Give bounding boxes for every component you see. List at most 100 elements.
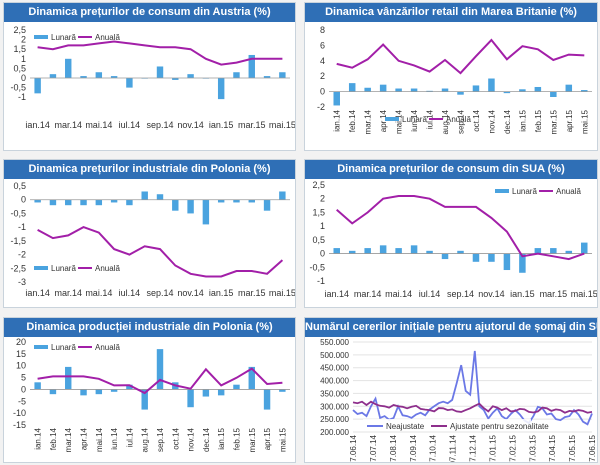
y-tick-label: 8 — [320, 25, 325, 35]
bar-monthly — [426, 250, 433, 254]
legend-label-annual: Anuală — [556, 187, 581, 196]
x-tick-label: mai.15 — [580, 109, 589, 134]
x-tick-label: aug.14 — [141, 427, 150, 452]
chart-usa-cpi: -1 -0,5 0 0,5 1 1,5 2 2,5 ian.14 mar.14 mai.14 iul.… — [309, 180, 597, 299]
y-tick-label: -1 — [18, 222, 26, 232]
bar-monthly — [95, 199, 103, 206]
x-tick-label: ian.15 — [209, 288, 234, 298]
bar-monthly — [80, 76, 87, 78]
x-tick-label: apr.15 — [263, 427, 272, 450]
bar-monthly — [472, 85, 480, 92]
bar-monthly — [217, 389, 225, 396]
x-tick-label: mar.15 — [248, 427, 257, 452]
bar-monthly — [187, 199, 194, 214]
bar-monthly — [34, 78, 41, 94]
y-tick-label: -2 — [18, 250, 26, 260]
y-tick-label: 300.000 — [320, 402, 349, 411]
y-tick-label: -2,5 — [10, 263, 26, 273]
y-tick-label: -15 — [13, 420, 26, 430]
x-tick-label: feb.14 — [348, 109, 357, 132]
bar-monthly — [441, 88, 449, 92]
bar-monthly — [233, 72, 240, 78]
legend-label-monthly: Lunară — [51, 33, 76, 42]
bar-monthly — [141, 191, 148, 200]
bar-monthly — [80, 389, 87, 396]
bar-monthly — [217, 199, 225, 203]
bar-monthly — [488, 253, 495, 262]
y-tick-label: 15 — [16, 349, 26, 359]
bar-monthly — [472, 253, 480, 262]
bar-monthly — [126, 384, 133, 390]
bar-monthly — [248, 199, 255, 203]
legend-label-monthly: Lunară — [51, 343, 76, 352]
y-tick-label: 1 — [21, 54, 26, 64]
x-tick-label: ian.15 — [217, 427, 226, 449]
y-tick-label: -1,5 — [10, 236, 26, 246]
x-tick-label: sep.14 — [156, 427, 165, 452]
bar-monthly — [410, 245, 418, 254]
bar-monthly — [217, 78, 225, 100]
legend-label-annual: Anuală — [95, 264, 120, 273]
bar-monthly — [395, 248, 402, 254]
x-tick-label: ian.14 — [324, 289, 349, 299]
bar-monthly — [457, 91, 464, 95]
legend-label-annual: Anuală — [95, 33, 120, 42]
y-tick-label: 1 — [320, 221, 325, 231]
bar-monthly — [379, 84, 387, 92]
line-annual — [37, 367, 283, 395]
bar-monthly — [263, 199, 271, 211]
y-tick-label: 0 — [320, 87, 325, 97]
y-tick-label: -2 — [317, 102, 325, 112]
bar-monthly — [202, 389, 210, 397]
bar-monthly — [279, 72, 286, 78]
legend-swatch-monthly — [495, 189, 509, 193]
chart-title-austria: Dinamica prețurilor de consum din Austri… — [4, 3, 295, 22]
x-tick-label: 07.11.14 — [449, 434, 458, 462]
legend-label-unadjusted: Neajustate — [386, 422, 425, 431]
x-tick-label: apr.15 — [565, 109, 574, 132]
x-tick-label: mar.15 — [549, 109, 558, 134]
bar-monthly — [49, 74, 57, 78]
x-tick-label: 07.07.14 — [369, 434, 378, 462]
bar-monthly — [233, 384, 240, 390]
x-tick-label: mai.14 — [95, 427, 104, 452]
bar-monthly — [34, 382, 41, 390]
x-tick-label: nov.14 — [478, 289, 504, 299]
bar-monthly — [364, 87, 371, 92]
chart-panel-austria: Dinamica prețurilor de consum din Austri… — [3, 2, 296, 151]
x-tick-label: iul.14 — [119, 120, 141, 130]
legend-label-monthly: Lunară — [402, 115, 427, 124]
x-tick-label: ian.15 — [209, 120, 234, 130]
bar-monthly — [65, 199, 72, 206]
y-tick-label: 450.000 — [320, 364, 349, 373]
x-tick-label: mai.14 — [395, 109, 404, 134]
chart-uk: -2 0 2 4 6 8 ian.14 feb.14 mar.14 apr.14 mai.14 iun… — [317, 25, 592, 134]
y-tick-label: -1 — [317, 276, 325, 286]
chart-title-poland-ppi: Dinamica prețurilor industriale din Polo… — [4, 160, 295, 179]
bar-monthly — [156, 194, 164, 200]
x-tick-label: ian.14 — [333, 109, 342, 131]
y-tick-label: -10 — [13, 408, 26, 418]
bar-monthly — [550, 248, 557, 254]
y-tick-label: -0,5 — [10, 208, 26, 218]
x-tick-label: mar.15 — [238, 288, 266, 298]
bar-monthly — [488, 78, 495, 92]
y-tick-label: -0,5 — [309, 262, 325, 272]
x-tick-label: ian.14 — [25, 288, 50, 298]
bar-monthly — [519, 89, 526, 92]
x-tick-label: feb.15 — [534, 109, 543, 132]
bar-monthly — [279, 389, 286, 392]
bar-monthly — [503, 91, 511, 94]
x-tick-label: 07.12.14 — [469, 434, 478, 462]
y-tick-label: 350.000 — [320, 389, 349, 398]
y-tick-label: 2,5 — [312, 180, 325, 190]
x-tick-label: mai.14 — [85, 120, 112, 130]
bar-monthly — [65, 58, 72, 78]
x-tick-label: 07.06.15 — [588, 434, 597, 462]
bar-monthly — [65, 366, 72, 390]
bar-monthly — [333, 91, 340, 106]
x-tick-label: iul.14 — [419, 289, 441, 299]
line-annual — [336, 195, 585, 261]
bar-monthly — [550, 91, 557, 97]
bar-monthly — [110, 76, 118, 78]
